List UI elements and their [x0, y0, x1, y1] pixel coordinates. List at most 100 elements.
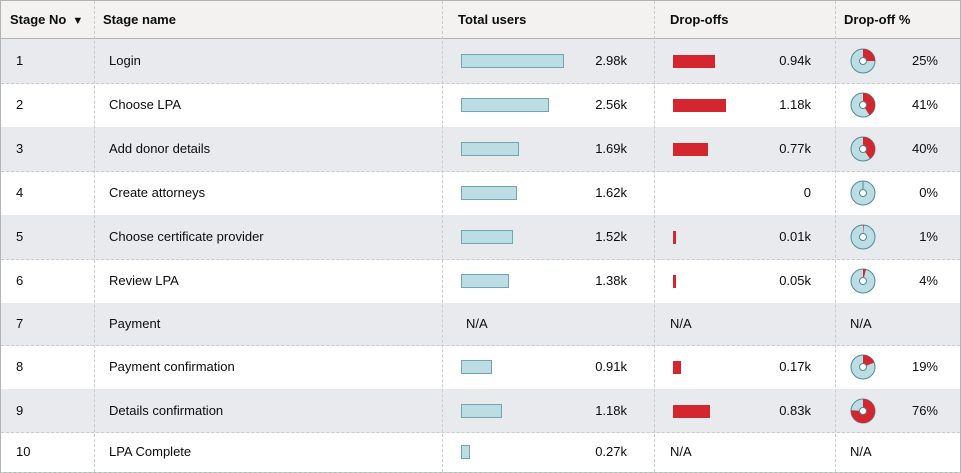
header-stage-no[interactable]: Stage No ▼ — [10, 1, 83, 38]
dropoffs-value: 0 — [803, 185, 811, 200]
stage-no-cell: 6 — [16, 273, 24, 288]
dropoffs-bar — [673, 275, 676, 288]
pie-center — [859, 406, 867, 415]
stage-name-cell: LPA Complete — [109, 444, 192, 459]
table-row[interactable]: 8 Payment confirmation 0.91k 0.17k 19% — [1, 345, 960, 390]
total-users-value: 0.91k — [595, 359, 627, 374]
stage-no-cell: 8 — [16, 359, 24, 374]
sort-desc-icon[interactable]: ▼ — [72, 15, 84, 27]
stage-name-cell: Details confirmation — [109, 402, 224, 418]
stage-no-cell: 9 — [16, 402, 24, 418]
dropoff-pct-value: 0% — [919, 185, 938, 200]
total-users-value: 2.98k — [595, 53, 627, 68]
dropoffs-bar — [673, 361, 681, 374]
dropoff-pct-value: 4% — [919, 273, 938, 288]
table-row[interactable]: 5 Choose certificate provider 1.52k 0.01k 1% — [1, 215, 960, 260]
dropoff-pie-chart — [850, 398, 876, 423]
header-dropoff-pct[interactable]: Drop-off % — [844, 12, 911, 27]
dropoff-pie-chart — [850, 48, 876, 74]
pie-center — [859, 57, 867, 65]
stage-no-cell: 5 — [16, 229, 24, 244]
column-divider — [835, 1, 836, 472]
stage-no-cell: 7 — [16, 316, 24, 331]
stage-name-cell: Payment — [109, 316, 161, 331]
header-stage-no-label: Stage No — [10, 12, 67, 27]
total-users-value: 1.18k — [595, 402, 627, 418]
dropoffs-value: N/A — [670, 444, 692, 459]
stage-no-cell: 4 — [16, 185, 24, 200]
total-users-bar — [461, 98, 549, 112]
dropoffs-value: 0.17k — [779, 359, 811, 374]
pie-center — [859, 277, 867, 285]
dropoff-pct-value: 40% — [911, 141, 938, 156]
dropoff-pct-value: 76% — [911, 402, 938, 418]
total-users-bar — [461, 230, 513, 244]
dropoff-pct-value: 1% — [919, 229, 938, 244]
dropoffs-value: 0.77k — [779, 141, 811, 156]
table-header: Stage No ▼ Stage name Total users Drop-of… — [1, 1, 960, 39]
dropoff-pct-value: 41% — [911, 97, 938, 112]
total-users-bar — [461, 360, 492, 374]
pie-slice — [863, 49, 875, 61]
dropoffs-value: 1.18k — [779, 97, 811, 112]
dropoff-pie-chart — [850, 354, 876, 380]
dropoffs-value: 0.05k — [779, 273, 811, 288]
total-users-value: 1.62k — [595, 185, 627, 200]
dropoff-pie-chart — [850, 180, 876, 206]
header-total-users[interactable]: Total users — [458, 12, 527, 27]
table-row[interactable]: 10 LPA Complete 0.27k N/A N/A — [1, 432, 960, 473]
table-row[interactable]: 7 Payment N/A N/A N/A — [1, 303, 960, 346]
dropoff-pct-value: 25% — [911, 53, 938, 68]
header-stage-name[interactable]: Stage name — [103, 12, 176, 27]
dropoffs-bar — [673, 231, 676, 244]
pie-center — [859, 145, 867, 153]
total-users-value: 1.38k — [595, 273, 627, 288]
dropoffs-value: 0.01k — [779, 229, 811, 244]
table-row[interactable]: 3 Add donor details 1.69k 0.77k 40% — [1, 127, 960, 172]
dropoff-pie-chart — [850, 224, 876, 250]
pie-slice — [863, 137, 875, 159]
stage-no-cell: 1 — [16, 53, 24, 68]
dropoff-pct-value: N/A — [850, 444, 872, 459]
stage-name-cell: Add donor details — [109, 141, 211, 156]
stage-no-cell: 3 — [16, 141, 24, 156]
stage-no-cell: 2 — [16, 97, 24, 112]
total-users-bar — [461, 274, 509, 288]
total-users-value: 1.69k — [595, 141, 627, 156]
column-divider — [442, 1, 443, 472]
dropoffs-bar — [673, 99, 726, 112]
total-users-value: N/A — [466, 316, 488, 331]
dropoff-pct-value: 19% — [911, 359, 938, 374]
pie-slice — [863, 93, 875, 116]
dropoffs-value: 0.94k — [779, 53, 811, 68]
pie-center — [859, 189, 867, 197]
total-users-bar — [461, 186, 517, 200]
pie-center — [859, 101, 867, 109]
column-divider — [94, 1, 95, 472]
pie-center — [859, 233, 867, 241]
total-users-bar — [461, 54, 564, 68]
dropoffs-bar — [673, 404, 710, 418]
table-row[interactable]: 1 Login 2.98k 0.94k 25% — [1, 39, 960, 84]
dropoff-pct-value: N/A — [850, 316, 872, 331]
stage-name-cell: Choose LPA — [109, 97, 182, 112]
pie-slice — [863, 355, 875, 367]
table-row[interactable]: 2 Choose LPA 2.56k 1.18k 41% — [1, 83, 960, 128]
table-row[interactable]: 6 Review LPA 1.38k 0.05k 4% — [1, 259, 960, 304]
dropoffs-value: 0.83k — [779, 402, 811, 418]
total-users-value: 0.27k — [595, 444, 627, 459]
stage-name-cell: Choose certificate provider — [109, 229, 264, 244]
total-users-bar — [461, 142, 519, 156]
dropoff-pie-chart — [850, 92, 876, 118]
table-row[interactable]: 9 Details confirmation 1.18k 0.83k 76% — [1, 389, 960, 433]
dropoff-pie-chart — [850, 136, 876, 162]
header-dropoffs[interactable]: Drop-offs — [670, 12, 729, 27]
dropoffs-value: N/A — [670, 316, 692, 331]
total-users-bar — [461, 403, 502, 418]
dropoffs-bar — [673, 55, 715, 68]
total-users-value: 1.52k — [595, 229, 627, 244]
total-users-value: 2.56k — [595, 97, 627, 112]
table-row[interactable]: 4 Create attorneys 1.62k 0 0% — [1, 171, 960, 216]
dropoff-pie-chart — [850, 268, 876, 294]
